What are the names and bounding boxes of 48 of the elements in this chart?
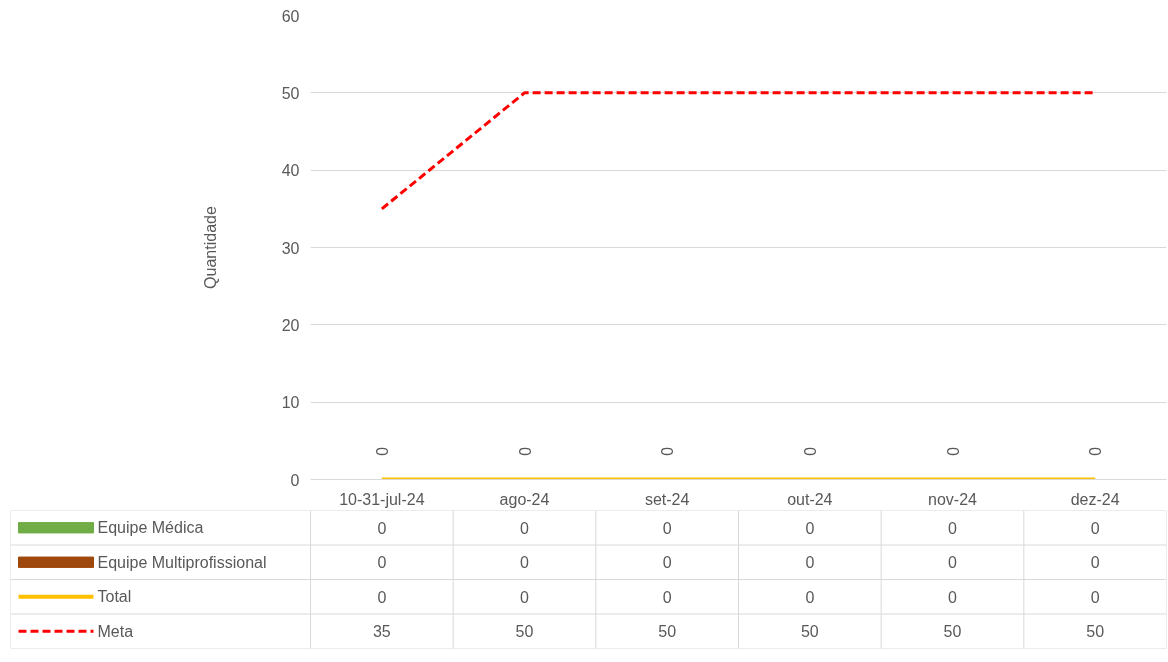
y-tick-label: 0 (290, 471, 300, 489)
y-tick-label: 10 (281, 394, 300, 412)
data-label: 0 (377, 588, 387, 606)
x-tick-label: dez-24 (1070, 490, 1120, 508)
annotation: 0 (800, 447, 818, 457)
data-label: 50 (515, 623, 534, 641)
legend-label: Total (97, 588, 132, 606)
data-label: 0 (805, 554, 815, 572)
data-label: 0 (520, 554, 530, 572)
data-label: 0 (948, 554, 958, 572)
annotation: 0 (658, 447, 676, 457)
x-tick-label: out-24 (787, 490, 833, 508)
y-tick-label: 20 (281, 316, 300, 334)
legend-label: Equipe Médica (97, 519, 204, 537)
data-label: 50 (800, 623, 819, 641)
data-label: 0 (1090, 554, 1100, 572)
legend-label: Meta (97, 622, 134, 640)
data-label: 0 (948, 588, 958, 606)
legend-label: Equipe Multiprofissional (97, 553, 267, 571)
y-tick-label: 30 (281, 239, 300, 257)
data-label: 0 (377, 554, 387, 572)
data-label: 0 (662, 554, 672, 572)
data-label: 50 (658, 623, 677, 641)
data-label: 0 (1090, 588, 1100, 606)
x-tick-label: 10-31-jul-24 (339, 490, 425, 508)
data-label: 0 (948, 519, 958, 537)
data-label: 0 (662, 588, 672, 606)
y-axis-title: Quantidade (201, 206, 219, 289)
annotation: 0 (943, 447, 961, 457)
data-label: 0 (1090, 519, 1100, 537)
x-tick-label: ago-24 (499, 490, 550, 508)
data-label: 0 (805, 519, 815, 537)
data-label: 0 (377, 519, 387, 537)
data-label: 35 (372, 623, 391, 641)
x-tick-label: set-24 (644, 490, 690, 508)
data-label: 50 (1086, 623, 1105, 641)
x-tick-label: nov-24 (928, 490, 978, 508)
y-tick-label: 60 (281, 7, 300, 25)
data-label: 0 (520, 519, 530, 537)
data-label: 0 (520, 588, 530, 606)
y-tick-label: 50 (281, 84, 300, 102)
annotation: 0 (515, 447, 533, 457)
annotation: 0 (1086, 447, 1104, 457)
data-label: 0 (805, 588, 815, 606)
annotation: 0 (372, 447, 390, 457)
data-label: 0 (662, 519, 672, 537)
data-label: 50 (943, 623, 962, 641)
y-tick-label: 40 (281, 162, 300, 180)
